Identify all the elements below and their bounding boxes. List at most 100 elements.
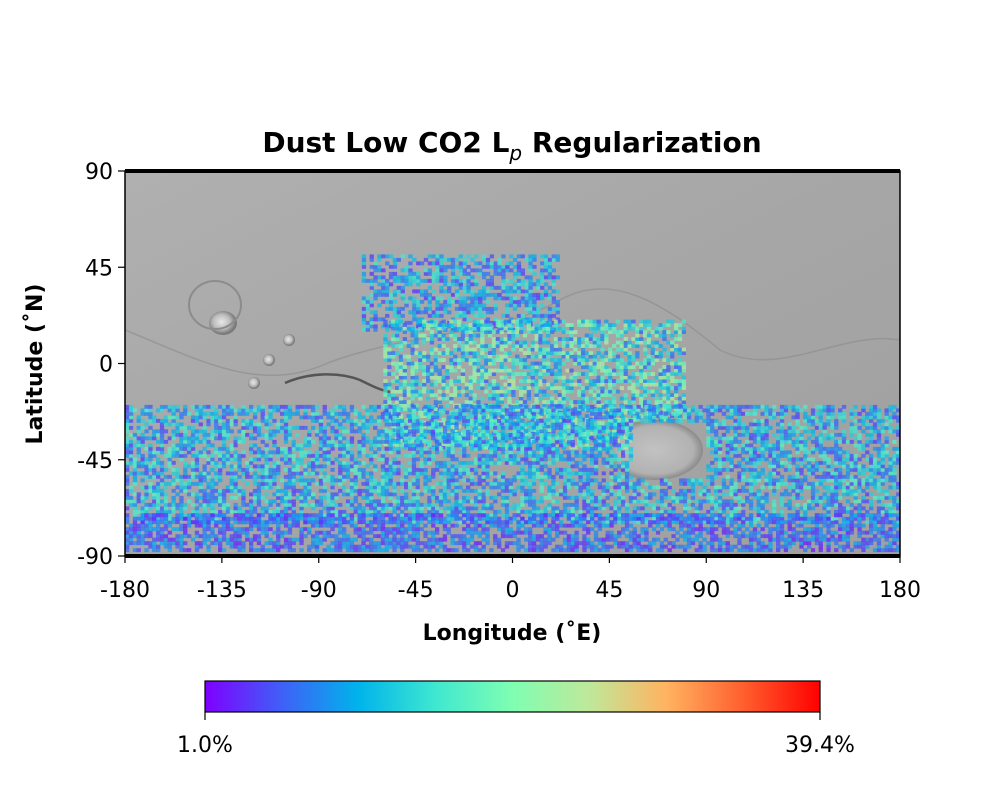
dust-cell [407, 471, 413, 476]
dust-cell [550, 347, 555, 352]
dust-cell [307, 460, 312, 465]
dust-cell [295, 478, 300, 483]
dust-cell [511, 375, 516, 380]
dust-cell [526, 410, 531, 415]
dust-cell [604, 400, 609, 404]
dust-cell [422, 382, 427, 387]
dust-cell [495, 330, 500, 334]
dust-cell [555, 509, 560, 514]
dust-cell [516, 261, 522, 266]
dust-cell [221, 457, 227, 462]
dust-cell [442, 516, 448, 521]
dust-cell [477, 481, 482, 486]
dust-cell [600, 393, 605, 397]
dust-cell [543, 481, 548, 486]
dust-cell [752, 467, 758, 472]
dust-cell [268, 471, 273, 476]
dust-cell [547, 310, 553, 315]
dust-cell [427, 313, 432, 318]
dust-cell [631, 400, 636, 404]
dust-cell [457, 319, 462, 324]
dust-cell [383, 344, 388, 348]
dust-cell [493, 450, 498, 455]
dust-cell [619, 340, 624, 345]
dust-cell [450, 516, 455, 521]
dust-cell [822, 502, 827, 507]
dust-cell [283, 506, 289, 511]
dust-cell [519, 393, 524, 397]
dust-cell [604, 340, 609, 345]
dust-cell [187, 485, 192, 490]
dust-cell [861, 481, 866, 486]
dust-cell [493, 460, 498, 465]
dust-cell [457, 340, 462, 345]
dust-cell [303, 485, 308, 490]
dust-cell [596, 351, 601, 355]
dust-cell [534, 337, 539, 341]
dust-cell [621, 485, 626, 490]
dust-cell [841, 474, 847, 479]
dust-cell [453, 326, 458, 331]
dust-cell [745, 516, 750, 521]
dust-cell [590, 467, 595, 472]
dust-cell [198, 478, 203, 483]
dust-cell [799, 495, 804, 500]
dust-cell [714, 499, 719, 504]
dust-cell [454, 464, 459, 469]
dust-cell [542, 358, 547, 362]
dust-cell [600, 333, 605, 338]
dust-cell [470, 282, 475, 287]
dust-cell [156, 457, 161, 462]
dust-cell [569, 375, 574, 380]
dust-cell [391, 361, 396, 366]
dust-cell [489, 481, 494, 486]
dust-cell [826, 474, 831, 479]
dust-cell [489, 453, 494, 458]
dust-cell [546, 372, 551, 376]
dust-cell [454, 278, 460, 283]
dust-cell [179, 502, 184, 507]
dust-cell [396, 516, 401, 521]
dust-cell [330, 485, 335, 490]
dust-cell [577, 354, 582, 359]
dust-cell [458, 502, 463, 507]
dust-cell [423, 268, 429, 273]
dust-cell [600, 386, 605, 390]
dust-cell [264, 460, 269, 465]
dust-cell [584, 340, 590, 345]
dust-cell [345, 450, 351, 455]
dust-cell [460, 375, 466, 380]
dust-cell [787, 467, 792, 472]
dust-cell [538, 340, 543, 345]
dust-cell [485, 299, 491, 304]
dust-cell [662, 375, 667, 380]
dust-cell [555, 499, 560, 504]
dust-cell [392, 481, 397, 486]
dust-cell [561, 393, 566, 397]
dust-cell [495, 386, 500, 390]
dust-cell [450, 264, 456, 269]
dust-cell [644, 516, 649, 521]
dust-cell [295, 464, 300, 469]
dust-cell [530, 379, 535, 383]
dust-cell [609, 474, 614, 479]
dust-cell [570, 495, 575, 500]
dust-cell [338, 467, 343, 472]
dust-cell [876, 485, 882, 490]
dust-cell [179, 453, 184, 458]
dust-cell [646, 400, 652, 404]
dust-cell [543, 471, 548, 476]
dust-cell [256, 446, 262, 451]
dust-cell [369, 495, 374, 500]
dust-cell [392, 471, 397, 476]
dust-cell [639, 365, 644, 369]
dust-cell [586, 492, 591, 497]
dust-cell [528, 254, 533, 259]
dust-cell [268, 509, 273, 514]
dust-cell [383, 382, 388, 387]
dust-cell [592, 354, 597, 359]
dust-cell [387, 410, 392, 415]
dust-cell [437, 351, 442, 355]
dust-cell [423, 457, 428, 462]
dust-cell [752, 520, 758, 525]
